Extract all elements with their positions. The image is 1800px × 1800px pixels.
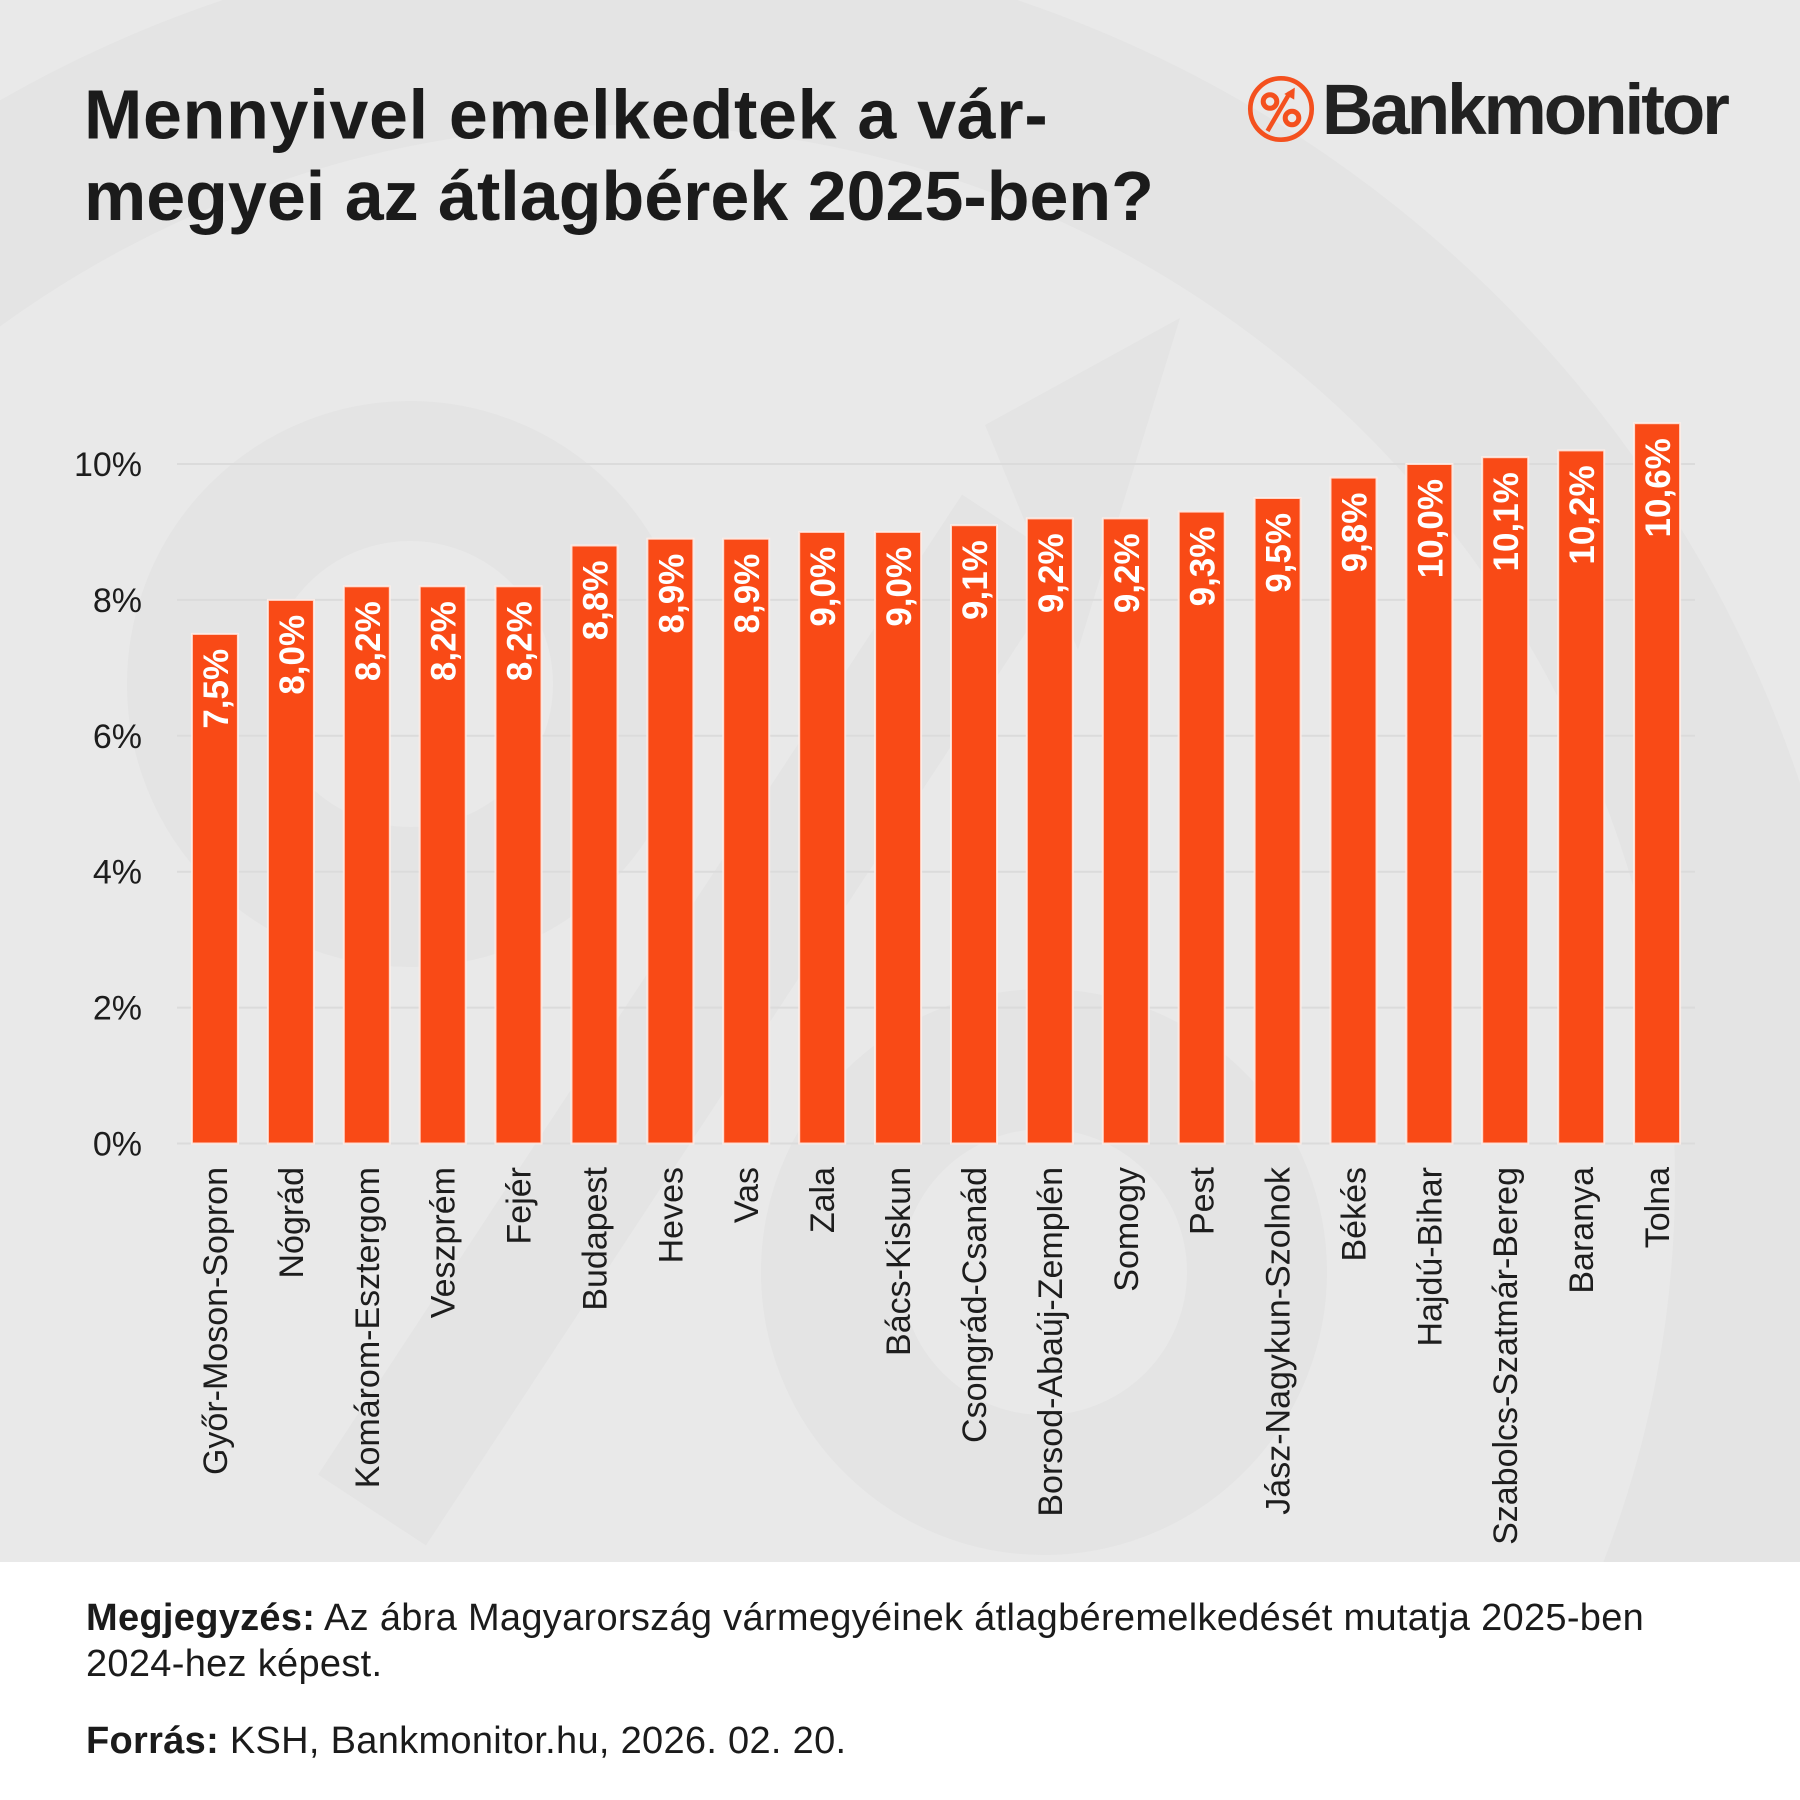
svg-text:Békés: Békés xyxy=(1336,1167,1374,1262)
svg-text:9,0%: 9,0% xyxy=(804,547,843,627)
svg-text:8,9%: 8,9% xyxy=(652,554,691,634)
svg-text:Szabolcs-Szatmár-Bereg: Szabolcs-Szatmár-Bereg xyxy=(1487,1167,1525,1545)
svg-text:Győr-Moson-Sopron: Győr-Moson-Sopron xyxy=(197,1167,235,1475)
svg-text:Nógrád: Nógrád xyxy=(273,1167,311,1279)
svg-text:Heves: Heves xyxy=(652,1167,690,1263)
svg-text:9,2%: 9,2% xyxy=(1032,533,1071,613)
svg-text:0%: 0% xyxy=(93,1126,142,1164)
svg-text:Csongrád-Csanád: Csongrád-Csanád xyxy=(956,1167,994,1443)
svg-text:Megjegyzés: Az ábra Magyarorsz: Megjegyzés: Az ábra Magyarország vármegy… xyxy=(86,1597,1644,1639)
svg-text:8,9%: 8,9% xyxy=(728,554,767,634)
svg-text:megyei az átlagbérek 2025-ben?: megyei az átlagbérek 2025-ben? xyxy=(84,157,1154,235)
svg-text:Veszprém: Veszprém xyxy=(425,1167,463,1318)
svg-text:8,2%: 8,2% xyxy=(501,601,540,681)
svg-text:Bács-Kiskun: Bács-Kiskun xyxy=(880,1167,918,1356)
svg-text:10,2%: 10,2% xyxy=(1563,465,1602,564)
svg-text:Somogy: Somogy xyxy=(1108,1167,1146,1292)
svg-text:Tolna: Tolna xyxy=(1639,1167,1677,1248)
svg-text:Borsod-Abaúj-Zemplén: Borsod-Abaúj-Zemplén xyxy=(1032,1167,1070,1517)
svg-text:Hajdú-Bihar: Hajdú-Bihar xyxy=(1411,1167,1449,1347)
svg-text:10,1%: 10,1% xyxy=(1487,472,1526,571)
svg-text:7,5%: 7,5% xyxy=(197,649,236,729)
svg-text:10%: 10% xyxy=(74,446,142,484)
svg-text:8,0%: 8,0% xyxy=(273,615,312,695)
svg-text:Bankmonitor: Bankmonitor xyxy=(1322,71,1729,150)
svg-text:Mennyivel emelkedtek a vár-: Mennyivel emelkedtek a vár- xyxy=(84,76,1048,154)
svg-text:Jász-Nagykun-Szolnok: Jász-Nagykun-Szolnok xyxy=(1260,1166,1298,1515)
svg-text:10,6%: 10,6% xyxy=(1639,438,1678,537)
svg-text:9,0%: 9,0% xyxy=(880,547,919,627)
svg-text:Vas: Vas xyxy=(728,1167,766,1223)
svg-text:8,8%: 8,8% xyxy=(577,561,616,641)
svg-text:8%: 8% xyxy=(93,582,142,620)
svg-text:9,5%: 9,5% xyxy=(1260,513,1299,593)
svg-text:Baranya: Baranya xyxy=(1563,1167,1601,1294)
svg-text:10,0%: 10,0% xyxy=(1411,479,1450,578)
svg-text:2%: 2% xyxy=(93,990,142,1028)
svg-text:Zala: Zala xyxy=(804,1167,842,1233)
svg-text:Komárom-Esztergom: Komárom-Esztergom xyxy=(349,1167,387,1488)
svg-text:8,2%: 8,2% xyxy=(349,601,388,681)
svg-text:9,8%: 9,8% xyxy=(1336,493,1375,573)
svg-text:Forrás: KSH, Bankmonitor.hu, 2: Forrás: KSH, Bankmonitor.hu, 2026. 02. 2… xyxy=(86,1720,846,1762)
svg-text:Budapest: Budapest xyxy=(577,1166,615,1310)
svg-text:Pest: Pest xyxy=(1184,1166,1222,1235)
svg-text:6%: 6% xyxy=(93,718,142,756)
svg-text:9,3%: 9,3% xyxy=(1184,527,1223,607)
svg-text:Fejér: Fejér xyxy=(501,1167,539,1244)
svg-text:9,2%: 9,2% xyxy=(1108,533,1147,613)
svg-text:9,1%: 9,1% xyxy=(956,540,995,620)
svg-text:4%: 4% xyxy=(93,854,142,892)
svg-text:8,2%: 8,2% xyxy=(425,601,464,681)
svg-text:2024-hez képest.: 2024-hez képest. xyxy=(86,1643,382,1685)
